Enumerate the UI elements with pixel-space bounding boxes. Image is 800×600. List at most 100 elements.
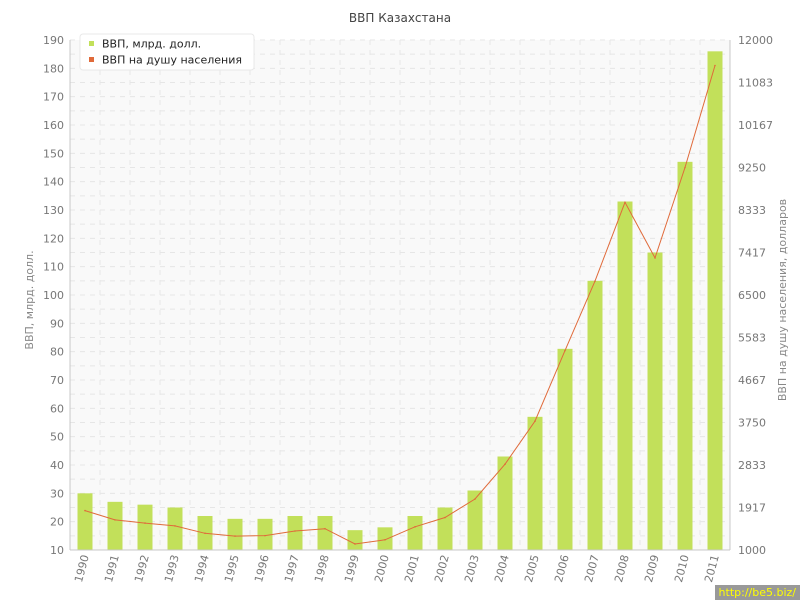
y-tick-left: 170 (43, 91, 64, 104)
y-tick-left: 80 (50, 346, 64, 359)
bar-1999 (347, 530, 363, 550)
x-tick: 1997 (282, 553, 302, 583)
y-tick-left: 130 (43, 204, 64, 217)
bar-1997 (287, 516, 303, 550)
y-tick-left: 180 (43, 62, 64, 75)
x-tick: 1992 (132, 553, 152, 583)
y-tick-right: 6500 (738, 289, 766, 302)
y-tick-right: 11083 (738, 77, 773, 90)
y-tick-left: 40 (50, 459, 64, 472)
y-tick-right: 1917 (738, 501, 766, 514)
y-tick-right: 10167 (738, 119, 773, 132)
bar-1992 (137, 504, 153, 550)
chart-title: ВВП Казахстана (349, 11, 451, 25)
x-tick: 2003 (462, 553, 482, 583)
bar-2002 (437, 507, 453, 550)
x-tick: 2002 (432, 553, 452, 583)
gdp-bars (77, 51, 723, 551)
y-tick-left: 20 (50, 516, 64, 529)
x-tick: 1998 (312, 553, 332, 583)
line-series (84, 65, 716, 545)
line-point-2009 (654, 257, 656, 259)
line-point-1992 (144, 522, 146, 524)
legend-label: ВВП, млрд. долл. (102, 38, 201, 51)
left-axis-ticks: 10 20 30 40 50 60 70 80 90 100 110 120 130 140 150 160 1… (43, 34, 64, 557)
axes (69, 40, 731, 551)
bar-1995 (227, 518, 243, 550)
y-tick-right: 1000 (738, 544, 766, 557)
watermark: http://be5.biz/ (714, 585, 800, 600)
right-axis-ticks: 1000 1917 2833 3750 4667 5583 6500 7417 8333 9250… (738, 34, 773, 557)
x-tick: 1993 (162, 553, 182, 583)
line-point-2008 (624, 201, 626, 204)
y-tick-right: 9250 (738, 162, 766, 175)
x-tick: 1999 (342, 553, 362, 583)
y-tick-left: 60 (50, 402, 64, 415)
legend-label: ВВП на душу населения (102, 54, 242, 67)
bar-1993 (167, 507, 183, 550)
x-tick: 1990 (72, 553, 92, 583)
line-point-1995 (234, 535, 236, 537)
y-tick-left: 70 (50, 374, 64, 387)
line-point-2007 (594, 280, 596, 282)
line-point-2006 (564, 349, 566, 352)
x-tick: 2000 (372, 553, 392, 583)
line-point-2005 (534, 420, 536, 422)
bar-2003 (467, 490, 483, 550)
bar-2006 (557, 348, 573, 550)
line-point-1993 (174, 525, 176, 527)
line-point-1990 (84, 509, 86, 512)
line-point-2001 (414, 526, 416, 528)
line-point-1999 (354, 543, 356, 545)
y-tick-right: 2833 (738, 459, 766, 472)
bar-2010 (677, 161, 693, 551)
y-tick-left: 190 (43, 34, 64, 47)
y-tick-left: 10 (50, 544, 64, 557)
bar-2011 (707, 51, 723, 550)
y-tick-right: 4667 (738, 374, 766, 387)
bar-2004 (497, 456, 513, 550)
bar-1990 (77, 493, 93, 550)
y-tick-right: 12000 (738, 34, 773, 47)
y-tick-left: 160 (43, 119, 64, 132)
line-point-1998 (324, 527, 326, 530)
line-point-2002 (444, 516, 446, 519)
line-point-2000 (384, 539, 386, 541)
x-tick: 2010 (672, 553, 692, 583)
x-tick: 2001 (402, 553, 422, 583)
bar-1998 (317, 516, 333, 550)
line-point-2003 (474, 498, 476, 500)
y-tick-left: 50 (50, 431, 64, 444)
y-axis-label-right: ВВП на душу населения, долларов (776, 199, 789, 401)
line-point-1991 (114, 519, 116, 521)
line-point-2011 (714, 64, 716, 67)
bar-2007 (587, 280, 603, 550)
x-tick: 1991 (102, 553, 122, 583)
y-tick-left: 140 (43, 176, 64, 189)
y-tick-left: 90 (50, 317, 64, 330)
bar-2000 (377, 527, 393, 550)
y-tick-left: 110 (43, 261, 64, 274)
x-tick: 2006 (552, 553, 572, 583)
bar-2008 (617, 201, 633, 550)
bar-2005 (527, 416, 543, 550)
x-tick: 1995 (222, 553, 242, 583)
y-tick-right: 8333 (738, 204, 766, 217)
line-point-2010 (684, 166, 686, 169)
x-tick: 1994 (192, 553, 212, 583)
legend: ВВП, млрд. долл. ВВП на душу населения (79, 33, 255, 71)
x-tick: 2004 (492, 553, 512, 583)
y-tick-right: 3750 (738, 417, 766, 430)
x-tick: 2007 (582, 553, 602, 583)
y-tick-left: 150 (43, 147, 64, 160)
y-tick-left: 30 (50, 487, 64, 500)
y-tick-right: 7417 (738, 246, 766, 259)
y-tick-left: 100 (43, 289, 64, 302)
x-tick: 2008 (612, 553, 632, 583)
gdp-per-capita-line (84, 64, 716, 545)
bar-1991 (107, 501, 123, 550)
legend-swatch (89, 57, 94, 62)
bar-2009 (647, 252, 663, 550)
line-point-1996 (264, 534, 266, 537)
line-point-2004 (504, 463, 506, 466)
